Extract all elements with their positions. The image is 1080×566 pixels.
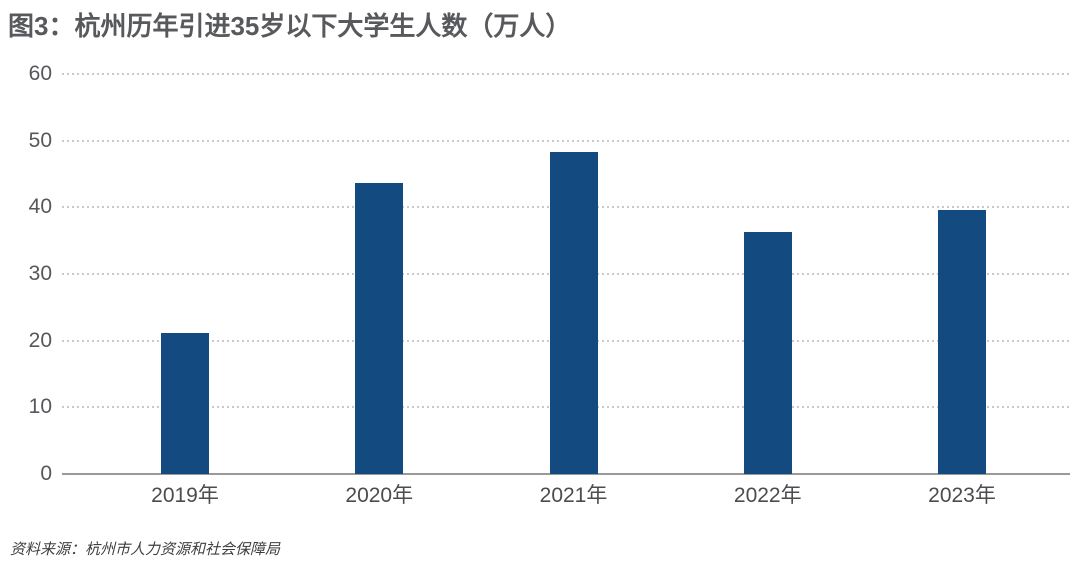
bar — [549, 152, 598, 474]
y-axis-tick-label: 40 — [28, 195, 52, 219]
y-axis-tick-label: 30 — [28, 262, 52, 285]
x-axis-tick-label: 2023年 — [928, 484, 996, 507]
gridline — [62, 139, 1070, 142]
y-axis-tick-label: 50 — [28, 128, 52, 152]
y-axis-tick-label: 60 — [28, 62, 52, 85]
x-axis-line — [62, 473, 1070, 475]
bar — [938, 210, 986, 474]
x-axis-tick-label: 2019年 — [151, 484, 219, 507]
bar — [743, 232, 792, 474]
y-axis-tick-label: 0 — [40, 462, 52, 485]
y-axis-tick-label: 10 — [28, 395, 52, 419]
chart-title: 图3：杭州历年引进35岁以下大学生人数（万人） — [8, 11, 572, 41]
y-axis-tick-label: 20 — [28, 328, 52, 352]
x-axis-tick-label: 2020年 — [345, 484, 414, 507]
source-note: 资料来源：杭州市人力资源和社会保障局 — [10, 541, 281, 558]
gridline — [62, 73, 1070, 75]
bar — [355, 183, 404, 474]
x-axis-tick-label: 2022年 — [733, 484, 802, 507]
x-axis-tick-label: 2021年 — [539, 484, 608, 507]
bar — [161, 332, 209, 474]
